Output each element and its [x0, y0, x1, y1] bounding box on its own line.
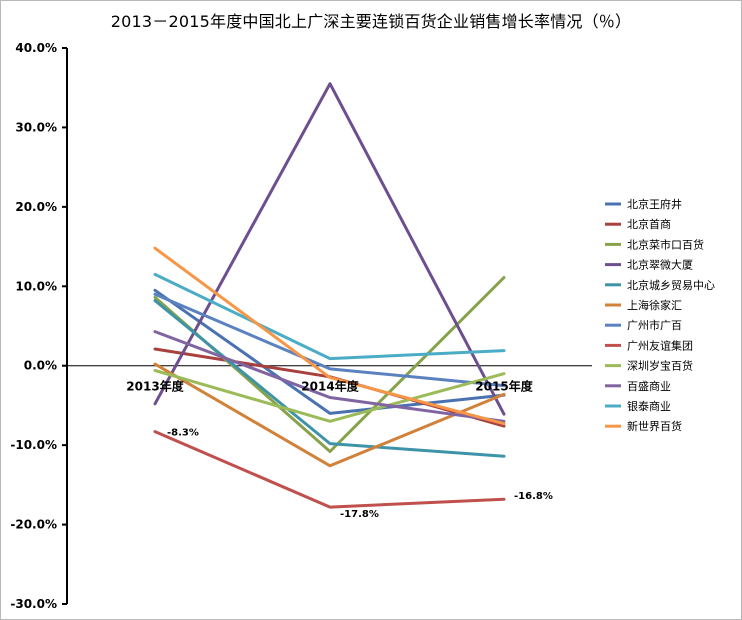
legend: 北京王府井北京首商北京菜市口百货北京翠微大厦北京城乡贸易中心上海徐家汇广州市广百… [605, 197, 715, 433]
legend-entry: 广州友谊集团 [627, 338, 693, 352]
x-category-label: 2013年度 [126, 379, 184, 394]
series-line-2 [153, 276, 506, 453]
data-label: -17.8% [340, 509, 379, 520]
series-line-3 [153, 82, 506, 416]
legend-entry: 广州市广百 [627, 318, 682, 332]
labels-layer: 2013年度 2014年度 2015年度 -8.3% -17.8% -16.8% [126, 379, 553, 520]
y-tick-label: -10.0% [10, 438, 57, 452]
x-category-label: 2015年度 [475, 379, 533, 394]
axes-layer: 40.0% 30.0% 20.0% 10.0% 0.0% -10.0% -20.0% -30.… [10, 41, 592, 611]
series-line-11 [153, 246, 506, 426]
series-layer [153, 82, 506, 509]
legend-entry: 深圳岁宝百货 [627, 359, 693, 373]
legend-entry: 百盛商业 [627, 379, 671, 393]
series-line-7 [153, 430, 506, 509]
series-line-8 [153, 369, 506, 423]
series-line-0 [153, 288, 506, 415]
legend-entry: 银泰商业 [627, 399, 671, 413]
legend-entry: 上海徐家汇 [627, 298, 682, 312]
legend-entry: 新世界百货 [627, 419, 682, 433]
legend-entry: 北京城乡贸易中心 [627, 278, 715, 292]
y-tick-label: 20.0% [15, 200, 57, 214]
series-line-9 [153, 330, 506, 423]
y-tick-label: 40.0% [15, 41, 57, 55]
series-line-6 [153, 292, 506, 388]
chart-title: 2013－2015年度中国北上广深主要连锁百货企业销售增长率情况（％） [110, 12, 632, 31]
legend-entry: 北京首商 [627, 217, 671, 231]
y-tick-label: 30.0% [15, 120, 57, 134]
legend-entry: 北京菜市口百货 [627, 237, 704, 251]
y-tick-label: 10.0% [15, 279, 57, 293]
y-tick-label: 0.0% [24, 359, 57, 373]
series-line-4 [153, 299, 506, 458]
data-label: -16.8% [514, 491, 553, 502]
data-label: -8.3% [167, 428, 199, 439]
series-line-10 [153, 272, 506, 361]
y-tick-label: -20.0% [10, 518, 57, 532]
y-tick-label: -30.0% [10, 597, 57, 611]
x-category-label: 2014年度 [301, 379, 359, 394]
legend-entry: 北京翠微大厦 [627, 258, 693, 272]
legend-entry: 北京王府井 [627, 197, 682, 211]
series-line-5 [153, 362, 506, 468]
